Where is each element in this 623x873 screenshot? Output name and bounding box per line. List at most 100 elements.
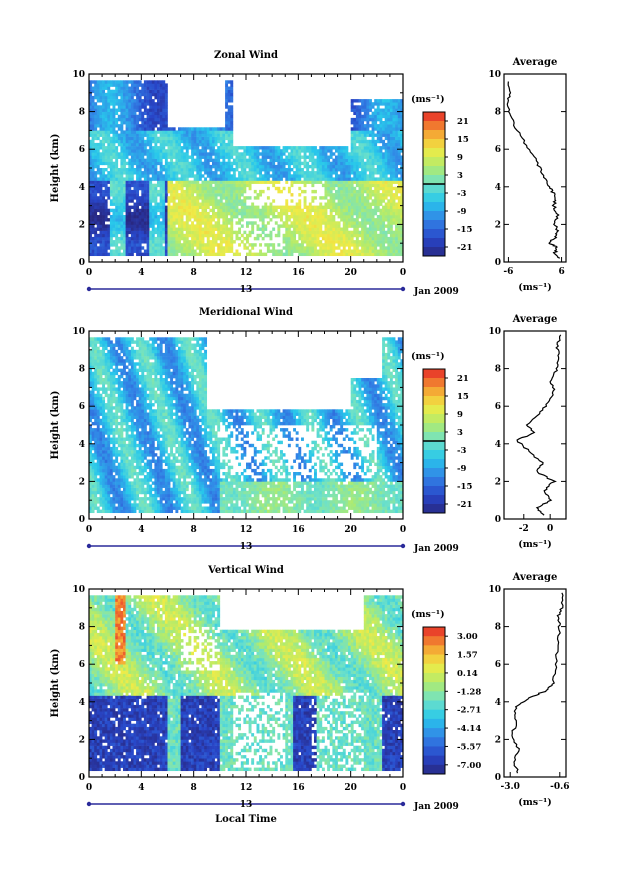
heatmap-cell	[141, 111, 145, 116]
heatmap-cell	[358, 215, 362, 219]
heatmap-cell	[204, 168, 208, 172]
heatmap-cell	[96, 418, 100, 423]
heatmap-cell	[316, 155, 320, 159]
heatmap-cell	[303, 236, 307, 241]
heatmap-cell	[115, 177, 119, 181]
heatmap-cell	[230, 127, 234, 131]
heatmap-cell	[143, 199, 147, 203]
heatmap-cell	[371, 249, 375, 253]
heatmap-cell	[120, 243, 124, 247]
heatmap-cell	[188, 193, 192, 197]
heatmap-cell	[204, 149, 208, 153]
heatmap-cell	[141, 208, 145, 213]
heatmap-cell	[99, 189, 103, 194]
heatmap-cell	[232, 149, 236, 153]
heatmap-cell	[94, 215, 98, 219]
heatmap-cell	[235, 215, 239, 219]
heatmap-cell	[366, 177, 370, 181]
heatmap-cell	[400, 121, 404, 125]
heatmap-cell	[141, 218, 145, 222]
heatmap-cell	[363, 221, 367, 225]
heatmap-cell	[151, 224, 155, 228]
heatmap-cell	[201, 180, 205, 184]
heatmap-cell	[183, 202, 187, 206]
heatmap-cell	[376, 177, 380, 181]
heatmap-cell	[392, 155, 396, 159]
heatmap-cell	[243, 171, 247, 175]
heatmap-cell	[112, 193, 116, 197]
heatmap-cell	[397, 249, 401, 253]
heatmap-cell	[355, 105, 359, 109]
heatmap-cell	[345, 227, 349, 231]
heatmap-cell	[117, 168, 121, 172]
heatmap-cell	[261, 224, 265, 228]
heatmap-cell	[225, 171, 229, 175]
heatmap-cell	[99, 83, 103, 87]
heatmap-cell	[159, 215, 163, 219]
heatmap-cell	[133, 218, 137, 222]
heatmap-cell	[117, 92, 121, 97]
heatmap-cell	[214, 196, 218, 200]
heatmap-cell	[355, 171, 359, 175]
heatmap-cell	[164, 142, 168, 147]
heatmap-cell	[295, 205, 299, 210]
heatmap-cell	[188, 211, 192, 216]
heatmap-cell	[164, 89, 168, 94]
heatmap-cell	[209, 146, 213, 150]
heatmap-cell	[230, 92, 234, 97]
heatmap-cell	[146, 199, 150, 203]
heatmap-cell	[130, 155, 134, 159]
heatmap-cell	[400, 246, 404, 250]
heatmap-cell	[170, 243, 174, 247]
heatmap-cell	[329, 211, 333, 216]
heatmap-cell	[246, 208, 249, 213]
heatmap-cell	[277, 174, 281, 178]
heatmap-cell	[94, 227, 98, 231]
heatmap-cell	[180, 218, 184, 222]
heatmap-cell	[175, 230, 179, 235]
heatmap-cell	[146, 152, 150, 156]
heatmap-cell	[316, 152, 320, 156]
heatmap-cell	[301, 161, 304, 166]
heatmap-cell	[188, 208, 192, 213]
heatmap-cell	[287, 177, 291, 181]
heatmap-cell	[392, 142, 396, 147]
heatmap-cell	[389, 246, 393, 250]
heatmap-cell	[91, 111, 95, 116]
heatmap-cell	[151, 246, 155, 250]
heatmap-cell	[353, 221, 357, 225]
heatmap-cell	[397, 155, 401, 159]
heatmap-cell	[162, 95, 166, 100]
heatmap-cell	[104, 180, 108, 184]
heatmap-cell	[382, 199, 386, 203]
colorbar-tick-label: 9	[457, 153, 463, 163]
heatmap-cell	[185, 224, 189, 228]
heatmap-cell	[154, 208, 158, 213]
heatmap-cell	[259, 249, 263, 253]
heatmap-cell	[146, 136, 150, 141]
heatmap-cell	[154, 130, 158, 134]
heatmap-cell	[342, 249, 346, 253]
heatmap-cell	[112, 95, 116, 100]
heatmap-cell	[217, 243, 221, 247]
heatmap-cell	[125, 215, 129, 219]
heatmap-cell	[183, 227, 187, 231]
heatmap-cell	[227, 183, 231, 188]
heatmap-cell	[112, 92, 116, 97]
heatmap-cell	[384, 233, 388, 238]
heatmap-cell	[102, 168, 106, 172]
heatmap-cell	[277, 186, 281, 191]
heatmap-cell	[212, 224, 215, 228]
heatmap-cell	[400, 174, 404, 178]
heatmap-cell	[321, 146, 325, 150]
heatmap-cell	[96, 133, 100, 137]
heatmap-cell	[266, 164, 270, 169]
heatmap-cell	[371, 146, 375, 150]
heatmap-cell	[180, 158, 184, 163]
heatmap-cell	[141, 133, 145, 137]
heatmap-cell	[227, 186, 231, 191]
heatmap-cell	[353, 246, 357, 250]
colorbar-tick-label: 21	[457, 117, 469, 127]
heatmap-cell	[225, 121, 229, 125]
heatmap-cell	[227, 199, 231, 203]
